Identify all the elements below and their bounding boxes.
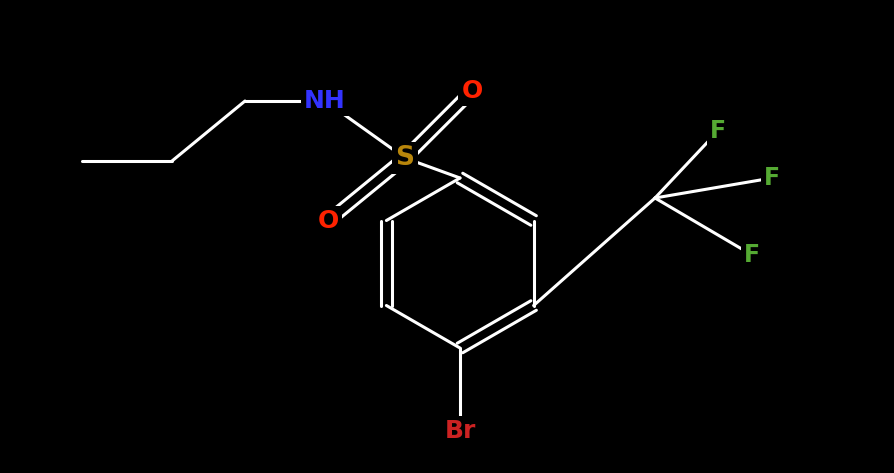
Text: F: F xyxy=(763,166,780,190)
Text: F: F xyxy=(709,119,725,143)
Text: S: S xyxy=(395,145,414,171)
Text: O: O xyxy=(317,209,338,233)
Text: NH: NH xyxy=(304,89,345,113)
Text: Br: Br xyxy=(443,419,475,443)
Text: O: O xyxy=(461,79,482,103)
Text: F: F xyxy=(743,243,759,267)
